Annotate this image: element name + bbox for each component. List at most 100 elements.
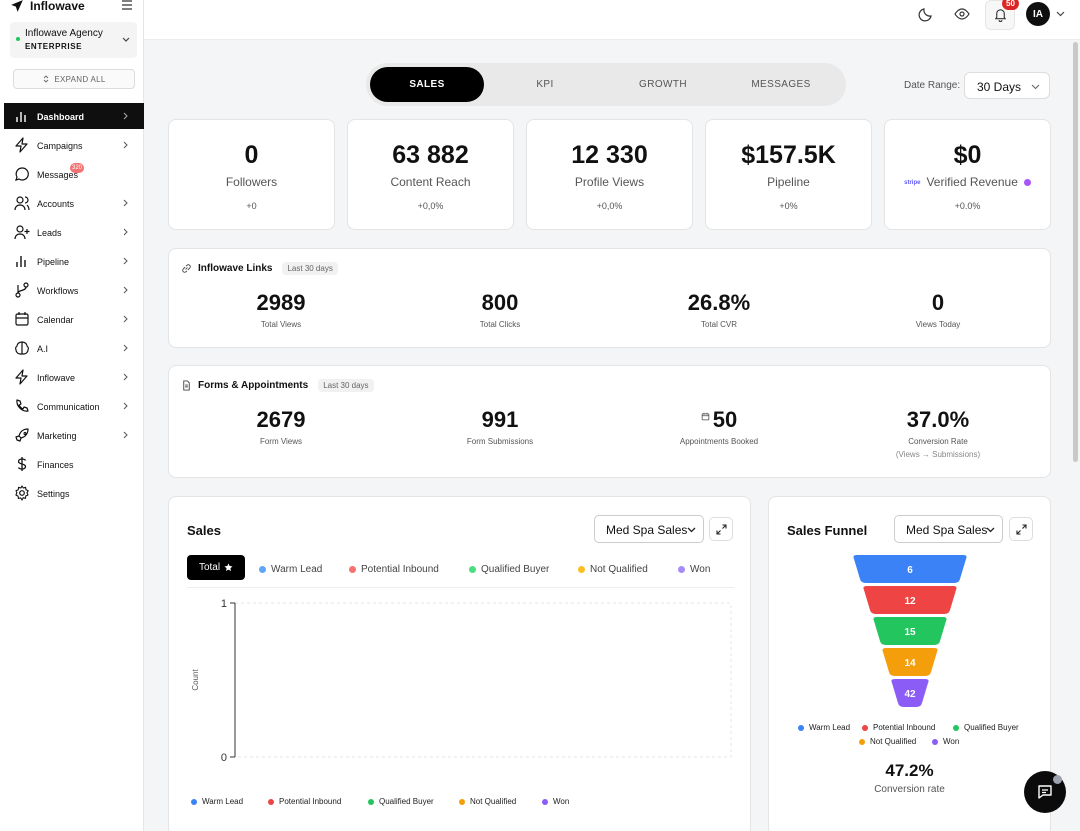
legend-dot [953,724,959,731]
notifications-button[interactable]: 50 [985,0,1019,30]
stat-value: 991 [481,407,519,432]
series-filter-potential-inbound[interactable]: Potential Inbound [349,564,439,575]
brand-logo[interactable]: Inflowave [10,0,85,14]
funnel-stage-potential-inbound[interactable] [863,586,957,614]
tab-messages[interactable]: MESSAGES [751,79,811,90]
legend-label: Qualified Buyer [379,797,434,806]
stat-value: 50 [712,407,738,432]
series-filter-won[interactable]: Won [678,564,710,575]
chevron-right-icon [123,431,128,439]
funnel-stage-not-qualified[interactable] [882,648,938,676]
agency-switcher[interactable]: Inflowave Agency ENTERPRISE [10,22,137,58]
paper-plane-icon [11,0,23,12]
document-icon [183,380,190,391]
kpi-card-pipeline: $157.5K Pipeline +0% [705,119,872,230]
sidebar-item-accounts[interactable]: Accounts [4,190,144,216]
chevron-right-icon [123,228,128,236]
chevron-right-icon [123,257,128,265]
stat-value: 37.0% [906,407,970,432]
eye-icon[interactable] [954,6,970,22]
tab-sales[interactable]: SALES [370,67,484,102]
funnel-stage-warm-lead[interactable] [853,555,967,583]
chart-legend-won: Won [542,797,569,806]
sidebar-item-messages[interactable]: Messages 320 [4,161,144,187]
chevron-right-icon [123,402,128,410]
sidebar-item-label: Leads [37,228,62,238]
kpi-value: 0 [244,141,259,169]
sidebar-item-marketing[interactable]: Marketing [4,422,144,448]
forms-card-title: Forms & Appointments Last 30 days [181,379,374,392]
chat-status-dot [1053,775,1062,784]
sidebar: Inflowave Inflowave Agency ENTERPRISE EX… [0,0,144,831]
stat-value: 800 [481,290,519,315]
pipeline-select[interactable]: Med Spa Sales [594,515,704,543]
chat-launcher-button[interactable] [1024,771,1066,813]
sidebar-item-pipeline[interactable]: Pipeline [4,248,144,274]
total-filter-button[interactable]: Total [187,555,245,580]
expand-chart-button[interactable] [709,517,733,541]
bar-chart-icon [14,253,30,269]
chevron-down-icon[interactable] [1056,10,1065,17]
sidebar-item-inflowave[interactable]: Inflowave [4,364,144,390]
lightning-icon [14,137,30,153]
sidebar-item-dashboard[interactable]: Dashboard [4,103,144,129]
kpi-value: $157.5K [741,141,836,169]
sidebar-item-settings[interactable]: Settings [4,480,144,506]
series-filter-warm-lead[interactable]: Warm Lead [259,564,322,575]
tab-kpi[interactable]: KPI [536,79,554,90]
dashboard-tabs: SALES KPI GROWTH MESSAGES [366,63,846,106]
legend-dot [459,798,465,805]
stat-value: 2989 [256,290,306,315]
expand-all-button[interactable]: EXPAND ALL [13,69,135,89]
sidebar-item-workflows[interactable]: Workflows [4,277,144,303]
scrollbar-thumb[interactable] [1073,42,1078,462]
legend-dot [191,798,197,805]
stripe-logo: stripe [904,180,921,186]
kpi-label: Followers [225,175,278,189]
series-filter-qualified-buyer[interactable]: Qualified Buyer [469,564,549,575]
legend-label: Not Qualified [590,564,648,575]
period-pill: Last 30 days [318,379,374,392]
expand-funnel-button[interactable] [1009,517,1033,541]
sidebar-item-label: Finances [37,460,74,470]
sidebar-item-finances[interactable]: Finances [4,451,144,477]
chart-legend-potential-inbound: Potential Inbound [268,797,341,806]
series-filter-not-qualified[interactable]: Not Qualified [578,564,648,575]
calendar-icon [14,311,30,327]
sidebar-item-campaigns[interactable]: Campaigns [4,132,144,158]
funnel-stage-won[interactable] [891,679,929,707]
calendar-icon [701,412,709,421]
tab-growth[interactable]: GROWTH [639,79,687,90]
message-circle-icon [14,166,30,182]
period-pill: Last 30 days [282,262,338,275]
funnel-pipeline-select[interactable]: Med Spa Sales [894,515,1003,543]
stat-sublabel: (Views → Submissions) [895,450,981,459]
plot-area-grid [234,602,732,758]
sidebar-item-ai[interactable]: A.I [4,335,144,361]
legend-dot [798,724,804,731]
legend-label: Not Qualified [870,737,917,746]
date-range-select[interactable]: 30 Days [964,72,1050,99]
legend-dot [932,738,938,745]
sidebar-item-calendar[interactable]: Calendar [4,306,144,332]
sidebar-item-leads[interactable]: Leads [4,219,144,245]
funnel-stage-value: 6 [907,565,913,576]
funnel-stage-value: 15 [904,627,916,638]
chart-legend-qualified-buyer: Qualified Buyer [368,797,434,806]
kpi-card-content-reach: 63 882 Content Reach +0,0% [347,119,514,230]
kpi-label: Pipeline [767,175,810,189]
chevrons-up-down-icon [44,75,49,83]
funnel-stage-value: 14 [904,658,916,669]
hamburger-icon[interactable] [121,0,133,11]
sidebar-item-communication[interactable]: Communication [4,393,144,419]
legend-label: Won [943,737,960,746]
moon-icon[interactable] [918,6,934,22]
chevron-right-icon [123,199,128,207]
dollar-icon [14,456,30,472]
funnel-stage-qualified-buyer[interactable] [873,617,947,645]
expand-icon [1016,524,1027,535]
kpi-label: Content Reach [390,175,471,189]
legend-label: Potential Inbound [279,797,342,806]
rocket-icon [14,427,30,443]
user-avatar[interactable]: IA [1026,2,1050,26]
